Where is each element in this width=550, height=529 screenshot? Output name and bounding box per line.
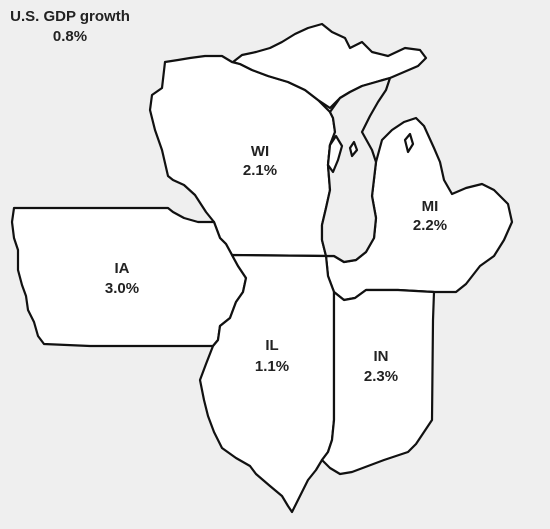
state-value-ia: 3.0% — [105, 280, 139, 297]
state-value-mi: 2.2% — [413, 217, 447, 234]
state-in-shape — [320, 288, 436, 476]
island-shape — [348, 140, 359, 158]
state-label-ia: IA — [115, 260, 130, 277]
state-label-il: IL — [265, 337, 278, 354]
island-shape — [403, 132, 415, 154]
state-mi-up-shape — [231, 22, 428, 110]
state-label-wi: WI — [251, 143, 269, 160]
state-value-il: 1.1% — [255, 358, 289, 375]
us-gdp-growth-value: 0.8% — [52, 28, 88, 45]
door-peninsula-shape — [326, 134, 344, 174]
state-ia-shape — [10, 206, 248, 348]
state-label-in: IN — [374, 348, 389, 365]
state-label-mi: MI — [422, 198, 439, 215]
map-title: U.S. GDP growth — [10, 8, 130, 25]
state-value-in: 2.3% — [364, 368, 398, 385]
state-value-wi: 2.1% — [243, 162, 277, 179]
lake-michigan-shape — [320, 76, 392, 264]
